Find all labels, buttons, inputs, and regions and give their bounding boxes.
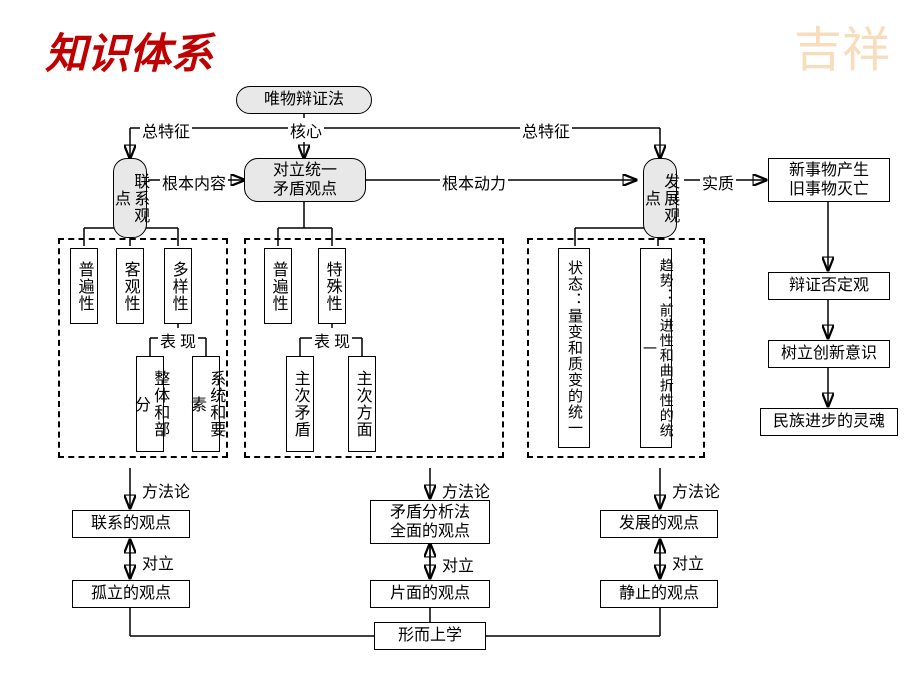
page-title: 知识体系: [45, 20, 213, 81]
g1-zb: 整体和部分: [136, 356, 164, 452]
g2-zc: 主次矛盾: [286, 356, 314, 452]
node-top: 唯物辩证法: [236, 86, 372, 114]
o2: 片面的观点: [370, 580, 490, 608]
node-develop: 发展观点: [643, 158, 677, 238]
g1-xy: 系统和要素: [192, 356, 220, 452]
g1-k: 客观性: [116, 248, 144, 324]
b1: 联系的观点: [72, 510, 190, 538]
g1-d: 多样性: [164, 248, 192, 324]
g2-t: 特殊性: [318, 248, 346, 324]
edge-l: 总特征: [140, 118, 192, 142]
dl1: 对立: [140, 550, 176, 574]
dl2: 对立: [440, 552, 476, 576]
b2: 矛盾分析法 全面的观点: [370, 500, 490, 544]
edge-c: 实质: [700, 170, 736, 194]
edge-a: 根本内容: [160, 170, 228, 194]
final: 形而上学: [374, 622, 486, 650]
edge-b: 根本动力: [440, 170, 508, 194]
watermark: 吉祥: [794, 10, 890, 80]
edge-c: 核心: [288, 118, 324, 142]
g3-qs: 趋势：前进性和曲折性的统一: [640, 248, 672, 448]
edge-r: 总特征: [520, 118, 572, 142]
o1: 孤立的观点: [72, 580, 190, 608]
dl3: 对立: [670, 550, 706, 574]
o3: 静止的观点: [600, 580, 718, 608]
g2-bx: 表 现: [312, 328, 352, 352]
g2-u: 普遍性: [264, 248, 292, 324]
ffl1: 方法论: [140, 478, 192, 502]
g1-u: 普遍性: [70, 248, 98, 324]
g3-st: 状态：量变和质变的统一: [558, 248, 590, 448]
node-contradict: 对立统一 矛盾观点: [244, 158, 366, 202]
r3: 民族进步的灵魂: [760, 408, 898, 436]
ffl3: 方法论: [670, 478, 722, 502]
node-newold: 新事物产生 旧事物灭亡: [768, 158, 890, 202]
ffl2: 方法论: [440, 478, 492, 502]
group3: [527, 238, 705, 458]
g1-bx: 表 现: [158, 328, 198, 352]
g2-zf: 主次方面: [348, 356, 376, 452]
b3: 发展的观点: [600, 510, 718, 538]
node-connect: 联系观点: [113, 158, 147, 238]
r1: 辩证否定观: [768, 272, 890, 300]
r2: 树立创新意识: [768, 340, 890, 368]
